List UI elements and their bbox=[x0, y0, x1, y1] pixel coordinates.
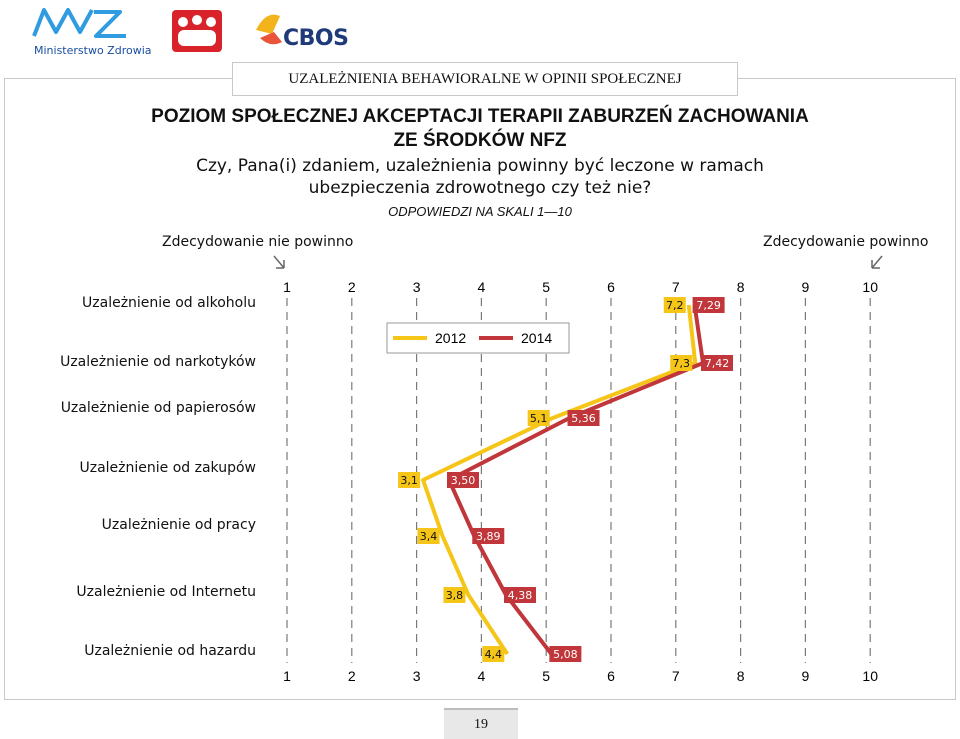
data-label-2014: 3,50 bbox=[447, 472, 479, 488]
data-label-box bbox=[549, 646, 582, 662]
data-label-text: 5,1 bbox=[530, 412, 548, 425]
x-tick-label-bottom: 6 bbox=[607, 668, 615, 684]
data-label-box bbox=[701, 355, 734, 371]
x-tick-label-top: 10 bbox=[862, 279, 878, 295]
data-label-text: 7,42 bbox=[705, 357, 730, 370]
data-label-text: 7,2 bbox=[666, 299, 684, 312]
x-tick-label-top: 4 bbox=[478, 279, 486, 295]
data-label-text: 7,29 bbox=[696, 299, 721, 312]
x-tick-label-bottom: 9 bbox=[802, 668, 810, 684]
category-label: Uzależnienie od narkotyków bbox=[60, 354, 256, 370]
data-label-2012: 7,3 bbox=[670, 355, 693, 371]
cbos-logo bbox=[256, 14, 282, 45]
x-tick-label-bottom: 3 bbox=[413, 668, 421, 684]
slide-title-line-2: ZE ŚRODKÓW NFZ bbox=[393, 130, 567, 151]
scale-note: ODPOWIEDZI NA SKALI 1—10 bbox=[388, 204, 572, 219]
x-tick-label-top: 1 bbox=[283, 279, 291, 295]
x-tick-label-bottom: 2 bbox=[348, 668, 356, 684]
category-label: Uzależnienie od Internetu bbox=[76, 584, 256, 600]
category-label: Uzależnienie od hazardu bbox=[84, 643, 256, 659]
data-label-2014: 5,08 bbox=[549, 646, 582, 662]
data-label-2014: 4,38 bbox=[504, 587, 537, 603]
data-label-text: 3,1 bbox=[400, 474, 418, 487]
data-label-box bbox=[472, 528, 505, 544]
section-header: UZALEŻNIENIA BEHAWIORALNE W OPINII SPOŁE… bbox=[232, 62, 738, 96]
x-tick-label-bottom: 1 bbox=[283, 668, 291, 684]
data-label-text: 3,8 bbox=[446, 589, 464, 602]
slide-title-line-1: POZIOM SPOŁECZNEJ AKCEPTACJI TERAPII ZAB… bbox=[151, 106, 809, 127]
x-tick-label-bottom: 7 bbox=[672, 668, 680, 684]
data-label-text: 3,89 bbox=[476, 530, 501, 543]
series-line-2012 bbox=[421, 304, 698, 656]
data-label-box bbox=[504, 587, 537, 603]
data-label-box bbox=[527, 410, 550, 426]
page-number: 19 bbox=[444, 708, 518, 739]
pttu-logo bbox=[172, 10, 222, 52]
category-label: Uzależnienie od alkoholu bbox=[82, 295, 256, 311]
legend-label-2012: 2012 bbox=[435, 330, 466, 346]
x-tick-label-bottom: 5 bbox=[542, 668, 550, 684]
question-line-2: ubezpieczenia zdrowotnego czy też nie? bbox=[308, 178, 652, 198]
data-label-text: 4,4 bbox=[485, 648, 503, 661]
data-label-2012: 3,8 bbox=[443, 587, 466, 603]
x-tick-label-top: 6 bbox=[607, 279, 615, 295]
data-label-box bbox=[443, 587, 466, 603]
data-label-box bbox=[398, 472, 421, 488]
data-label-box bbox=[567, 410, 600, 426]
chart-legend: 2012 2014 bbox=[386, 322, 570, 354]
data-label-box bbox=[447, 472, 479, 488]
data-label-2014: 3,89 bbox=[472, 528, 505, 544]
data-label-2012: 4,4 bbox=[482, 646, 505, 662]
pole-left-label: Zdecydowanie nie powinno bbox=[162, 234, 354, 250]
data-label-box bbox=[482, 646, 505, 662]
arrow-down-left-icon bbox=[871, 255, 883, 269]
x-tick-label-top: 3 bbox=[413, 279, 421, 295]
x-tick-label-top: 9 bbox=[802, 279, 810, 295]
data-label-text: 5,08 bbox=[553, 648, 578, 661]
series-line-2014 bbox=[447, 304, 706, 656]
x-tick-label-top: 7 bbox=[672, 279, 680, 295]
pole-arrows bbox=[273, 255, 883, 269]
category-label: Uzależnienie od pracy bbox=[101, 517, 256, 533]
data-label-box bbox=[670, 355, 693, 371]
x-tick-label-top: 5 bbox=[542, 279, 550, 295]
cbos-logo-text: CBOS bbox=[283, 26, 349, 51]
x-tick-label-bottom: 10 bbox=[862, 668, 878, 684]
data-label-2012: 3,4 bbox=[417, 528, 440, 544]
category-label: Uzależnienie od papierosów bbox=[60, 400, 256, 416]
data-label-2014: 7,42 bbox=[701, 355, 734, 371]
data-label-2012: 7,2 bbox=[663, 297, 686, 313]
data-label-text: 3,4 bbox=[420, 530, 438, 543]
data-label-text: 4,38 bbox=[508, 589, 533, 602]
arrow-down-right-icon bbox=[273, 255, 285, 269]
x-tick-label-top: 2 bbox=[348, 279, 356, 295]
x-tick-label-bottom: 4 bbox=[478, 668, 486, 684]
x-tick-label-top: 8 bbox=[737, 279, 745, 295]
data-label-box bbox=[417, 528, 440, 544]
data-label-box bbox=[663, 297, 686, 313]
data-label-2014: 7,29 bbox=[692, 297, 725, 313]
ministry-logo bbox=[32, 8, 126, 38]
data-label-2014: 5,36 bbox=[567, 410, 600, 426]
data-label-box bbox=[692, 297, 725, 313]
data-label-text: 3,50 bbox=[451, 474, 476, 487]
legend-label-2014: 2014 bbox=[521, 330, 552, 346]
data-label-2012: 3,1 bbox=[398, 472, 421, 488]
data-label-text: 7,3 bbox=[672, 357, 690, 370]
question-line-1: Czy, Pana(i) zdaniem, uzależnienia powin… bbox=[196, 156, 764, 176]
x-tick-label-bottom: 8 bbox=[737, 668, 745, 684]
data-label-text: 5,36 bbox=[571, 412, 596, 425]
ministry-logo-text: Ministerstwo Zdrowia bbox=[34, 44, 152, 57]
category-label: Uzależnienie od zakupów bbox=[79, 460, 256, 476]
slide-frame bbox=[4, 78, 956, 700]
data-label-2012: 5,1 bbox=[527, 410, 550, 426]
pole-right-label: Zdecydowanie powinno bbox=[763, 234, 929, 250]
